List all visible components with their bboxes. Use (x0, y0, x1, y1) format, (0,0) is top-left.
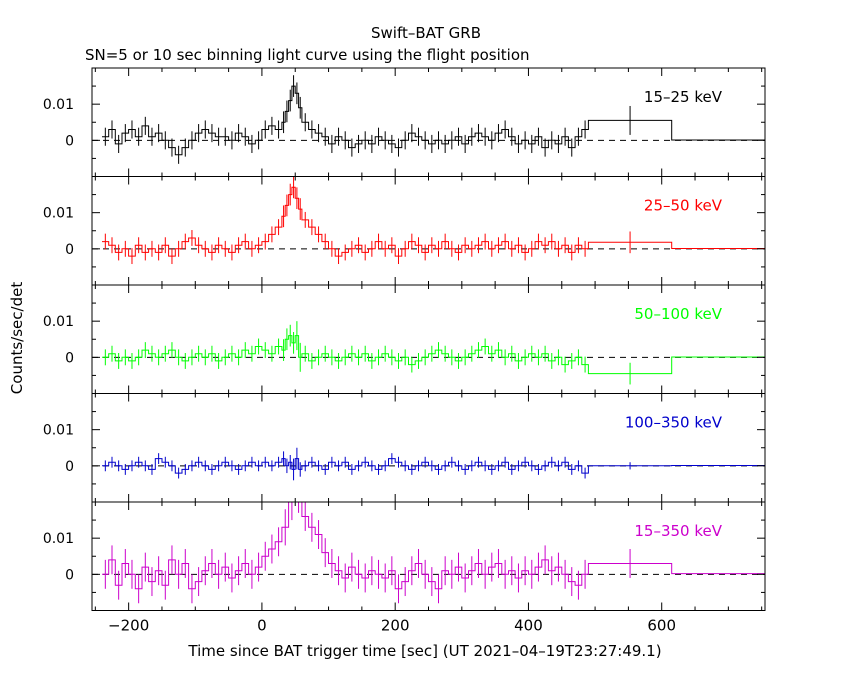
light-curve-step (102, 85, 765, 156)
panel-frame (91, 176, 766, 286)
y-tick-label: 0.01 (43, 314, 74, 330)
chart-title: Swift–BAT GRB (371, 24, 481, 42)
band-label: 100–350 keV (625, 414, 723, 432)
x-tick-label: 600 (647, 617, 676, 635)
y-tick-label: 0.01 (43, 97, 74, 113)
series-group (102, 176, 765, 265)
light-curve-step (102, 458, 765, 474)
series-group (102, 321, 765, 385)
y-tick-label: 0 (65, 242, 74, 258)
panel-frame (91, 393, 766, 503)
panel-frame (91, 284, 766, 394)
panel-0: 0 0.01 15–25 keV (43, 67, 766, 177)
series-group (102, 502, 765, 604)
panels-group: 0 0.01 15–25 keV 0 0.01 25–50 keV 0 0.01 50–100 … (43, 67, 766, 635)
panel-2: 0 0.01 50–100 keV (43, 284, 766, 394)
chart-subtitle: SN=5 or 10 sec binning light curve using… (85, 46, 530, 64)
x-tick-label: 0 (257, 617, 267, 635)
y-tick-label: 0 (65, 133, 74, 149)
band-label: 25–50 keV (644, 197, 723, 215)
x-tick-label: 200 (381, 617, 410, 635)
series-group (102, 447, 765, 481)
x-axis-label: Time since BAT trigger time [sec] (UT 20… (187, 642, 661, 660)
panel-3: 0 0.01 100–350 keV (43, 393, 766, 503)
panel-4: 0 0.01 15–350 keV (43, 501, 766, 611)
panel-frame (91, 67, 766, 177)
band-label: 15–25 keV (644, 88, 723, 106)
y-axis-label: Counts/sec/det (8, 282, 26, 395)
panel-1: 0 0.01 25–50 keV (43, 176, 766, 286)
y-tick-label: 0.01 (43, 531, 74, 547)
y-tick-label: 0.01 (43, 206, 74, 222)
light-curve-step (102, 186, 765, 257)
y-tick-label: 0 (65, 567, 74, 583)
band-label: 15–350 keV (634, 522, 722, 540)
x-tick-label: −200 (108, 617, 149, 635)
band-label: 50–100 keV (634, 305, 722, 323)
series-group (102, 75, 765, 164)
light-curve-step (102, 335, 765, 375)
y-tick-label: 0.01 (43, 423, 74, 439)
y-tick-label: 0 (65, 459, 74, 475)
x-tick-label: 400 (514, 617, 543, 635)
y-tick-label: 0 (65, 350, 74, 366)
panel-frame (91, 501, 766, 611)
